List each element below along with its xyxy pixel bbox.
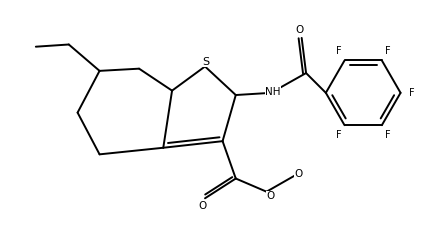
Text: F: F [336,130,342,140]
Text: O: O [199,201,207,211]
Text: O: O [295,25,304,35]
Text: NH: NH [265,87,281,96]
Text: S: S [202,57,210,67]
Text: O: O [294,169,302,179]
Text: O: O [266,191,274,201]
Text: F: F [385,130,391,140]
Text: F: F [336,46,342,56]
Text: F: F [385,46,391,56]
Text: F: F [409,88,415,98]
